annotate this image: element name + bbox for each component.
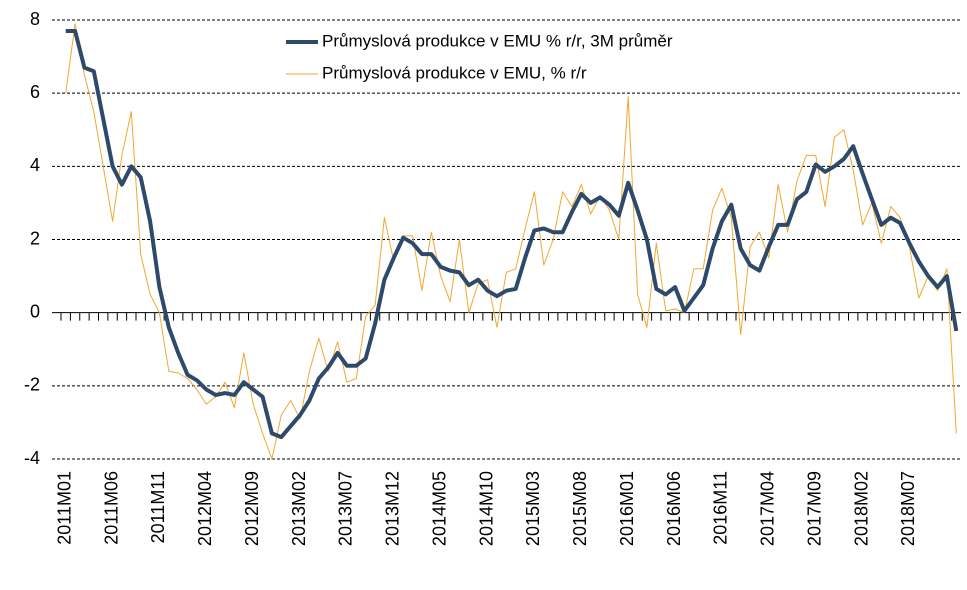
x-tick-label: 2017M09 (804, 471, 824, 546)
x-tick-label: 2016M06 (664, 471, 684, 546)
x-tick-label: 2018M07 (898, 471, 918, 546)
x-tick-label: 2012M09 (242, 471, 262, 546)
x-tick-label: 2012M04 (195, 471, 215, 546)
x-tick-label: 2011M11 (148, 471, 168, 543)
series-line (65, 23, 957, 460)
x-tick-label: 2014M05 (429, 471, 449, 546)
x-tick-label: 2014M10 (476, 471, 496, 546)
legend: Průmyslová produkce v EMU % r/r, 3M prům… (286, 31, 673, 82)
legend-label: Průmyslová produkce v EMU % r/r, 3M prům… (322, 31, 673, 50)
y-tick-label: 4 (30, 155, 40, 175)
y-tick-label: 0 (30, 301, 40, 321)
x-tick-label: 2015M08 (570, 471, 590, 546)
x-tick-label: 2013M02 (289, 471, 309, 546)
y-tick-label: -2 (24, 375, 40, 395)
y-tick-label: -4 (24, 448, 40, 468)
y-tick-label: 6 (30, 82, 40, 102)
legend-label: Průmyslová produkce v EMU, % r/r (322, 63, 587, 82)
x-tick-label: 2018M02 (851, 471, 871, 546)
x-tick-label: 2011M06 (101, 471, 121, 545)
x-tick-label: 2016M11 (711, 471, 731, 545)
x-tick-label: 2017M04 (758, 471, 778, 546)
x-tick-label: 2013M07 (336, 471, 356, 546)
x-tick-label: 2015M03 (523, 471, 543, 546)
y-tick-label: 2 (30, 228, 40, 248)
y-tick-label: 8 (30, 9, 40, 29)
x-tick-label: 2016M01 (617, 471, 637, 546)
x-tick-label: 2011M01 (54, 471, 74, 545)
series-line (65, 29, 959, 440)
x-tick-label: 2013M12 (383, 471, 403, 546)
